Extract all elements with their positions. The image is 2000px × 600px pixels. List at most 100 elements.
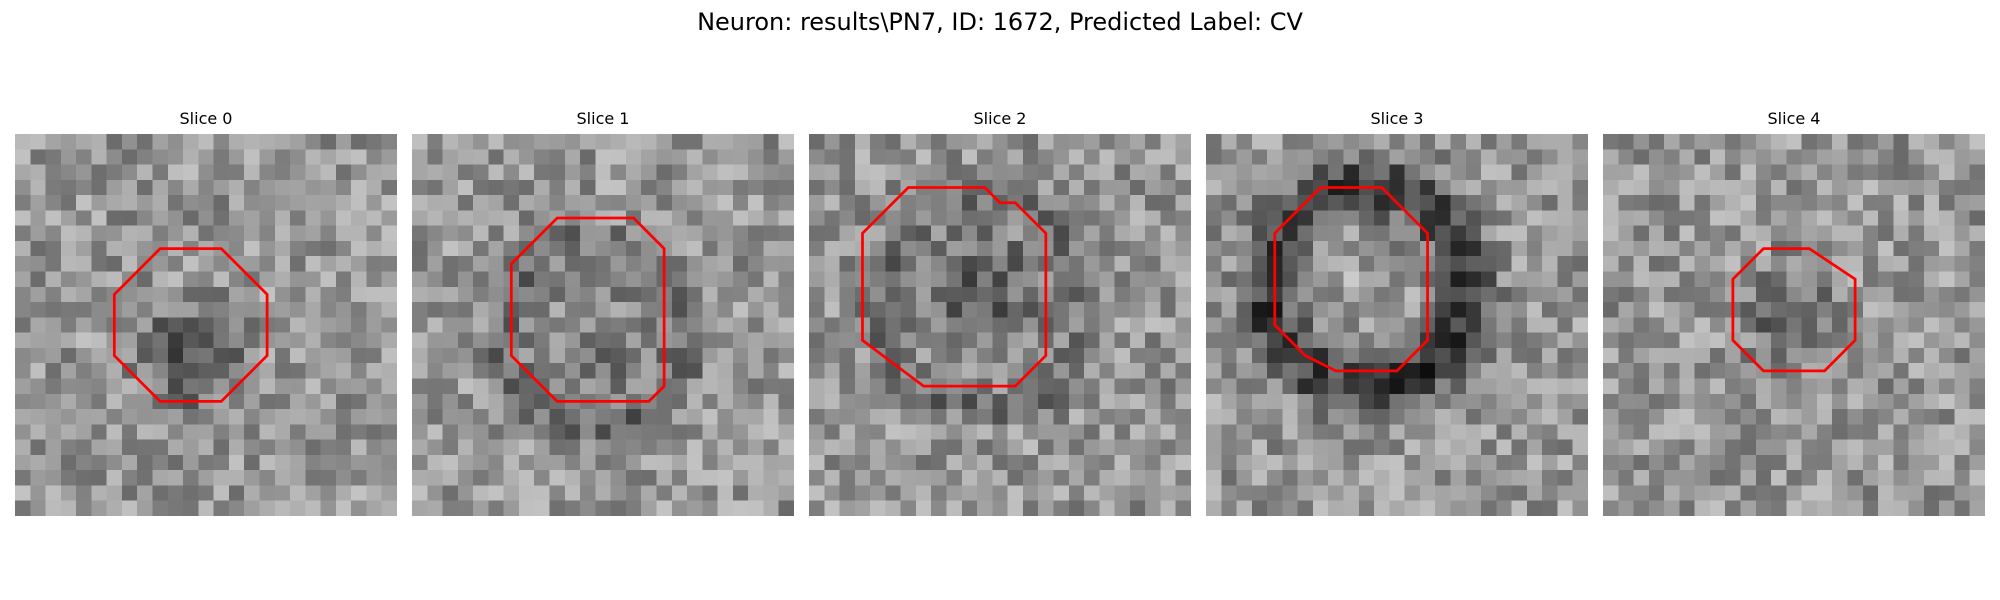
pixel-cell (992, 302, 1008, 318)
pixel-cell (1023, 180, 1039, 196)
pixel-cell (1954, 455, 1970, 471)
pixel-cell (748, 501, 764, 516)
pixel-cell (901, 485, 917, 501)
pixel-cell (687, 241, 703, 257)
pixel-cell (595, 363, 611, 379)
pixel-cell (107, 134, 123, 150)
pixel-cell (1267, 348, 1283, 364)
pixel-cell (1130, 149, 1146, 165)
pixel-cell (229, 180, 245, 196)
pixel-cell (931, 241, 947, 257)
pixel-cell (1053, 317, 1069, 333)
pixel-cell (534, 149, 550, 165)
pixel-cell (1374, 210, 1390, 226)
pixel-cell (336, 195, 352, 211)
pixel-cell (46, 165, 62, 181)
pixel-cell (336, 378, 352, 394)
pixel-cell (840, 485, 856, 501)
pixel-cell (992, 317, 1008, 333)
pixel-cell (1145, 333, 1161, 349)
pixel-cell (1099, 501, 1115, 516)
pixel-cell (412, 180, 428, 196)
pixel-cell (1924, 302, 1940, 318)
pixel-cell (1084, 409, 1100, 425)
pixel-cell (1542, 317, 1558, 333)
pixel-cell (1023, 272, 1039, 288)
pixel-cell (1313, 455, 1329, 471)
pixel-cell (61, 287, 77, 303)
pixel-cell (1496, 501, 1512, 516)
pixel-cell (1145, 149, 1161, 165)
pixel-cell (412, 455, 428, 471)
pixel-cell (885, 333, 901, 349)
pixel-cell (351, 440, 367, 456)
pixel-cell (992, 134, 1008, 150)
pixel-cell (1206, 180, 1222, 196)
pixel-cell (885, 424, 901, 440)
pixel-cell (916, 363, 932, 379)
pixel-cell (1603, 272, 1619, 288)
pixel-cell (962, 394, 978, 410)
pixel-cell (1069, 134, 1085, 150)
pixel-cell (855, 455, 871, 471)
pixel-cell (336, 485, 352, 501)
pixel-cell (168, 134, 184, 150)
pixel-cell (1847, 409, 1863, 425)
pixel-cell (1160, 348, 1176, 364)
pixel-cell (1924, 226, 1940, 242)
pixel-cell (1893, 317, 1909, 333)
pixel-cell (1741, 409, 1757, 425)
pixel-cell (1786, 333, 1802, 349)
pixel-cell (1344, 455, 1360, 471)
pixel-cell (1023, 470, 1039, 486)
pixel-cell (1298, 333, 1314, 349)
pixel-cell (565, 455, 581, 471)
pixel-cell (1359, 226, 1375, 242)
pixel-cell (885, 348, 901, 364)
pixel-cell (1496, 302, 1512, 318)
pixel-cell (15, 394, 31, 410)
pixel-cell (1924, 409, 1940, 425)
pixel-cell (168, 501, 184, 516)
pixel-cell (1863, 149, 1879, 165)
pixel-cell (1649, 440, 1665, 456)
pixel-cell (91, 165, 107, 181)
pixel-cell (1725, 149, 1741, 165)
pixel-cell (1282, 409, 1298, 425)
pixel-cell (1725, 501, 1741, 516)
pixel-cell (1664, 226, 1680, 242)
pixel-cell (412, 501, 428, 516)
pixel-cell (1237, 317, 1253, 333)
pixel-cell (183, 210, 199, 226)
pixel-cell (336, 333, 352, 349)
pixel-cell (1099, 287, 1115, 303)
pixel-cell (840, 470, 856, 486)
pixel-cell (1160, 256, 1176, 272)
pixel-cell (1160, 180, 1176, 196)
pixel-cell (275, 348, 291, 364)
pixel-cell (61, 394, 77, 410)
pixel-cell (1557, 424, 1573, 440)
pixel-cell (1130, 470, 1146, 486)
pixel-cell (183, 378, 199, 394)
pixel-cell (153, 226, 169, 242)
pixel-cell (1847, 455, 1863, 471)
pixel-cell (1099, 180, 1115, 196)
pixel-cell (382, 256, 397, 272)
pixel-cell (1023, 455, 1039, 471)
pixel-cell (458, 195, 474, 211)
pixel-cell (1741, 470, 1757, 486)
pixel-cell (1328, 424, 1344, 440)
pixel-cell (1679, 317, 1695, 333)
pixel-cell (901, 256, 917, 272)
pixel-cell (1145, 195, 1161, 211)
pixel-cell (137, 394, 153, 410)
pixel-cell (1786, 149, 1802, 165)
pixel-cell (1023, 409, 1039, 425)
pixel-cell (1741, 302, 1757, 318)
pixel-cell (458, 149, 474, 165)
pixel-cell (1496, 470, 1512, 486)
pixel-cell (1298, 287, 1314, 303)
pixel-cell (1115, 287, 1131, 303)
pixel-cell (1710, 424, 1726, 440)
